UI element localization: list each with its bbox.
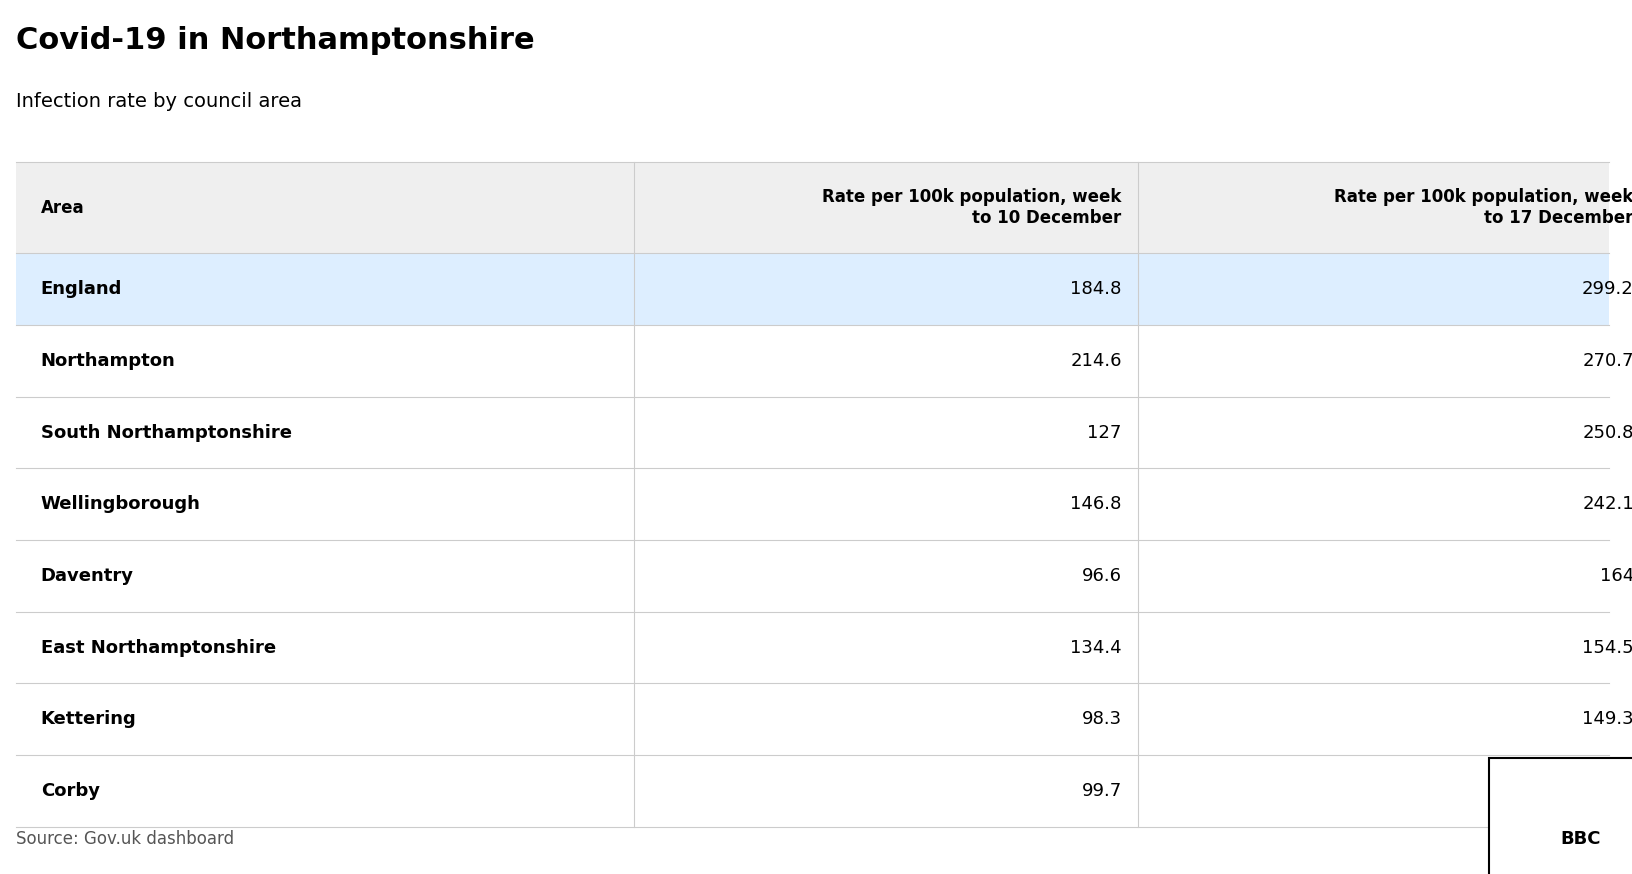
Text: 145.4: 145.4 (1581, 782, 1632, 800)
FancyBboxPatch shape (16, 253, 1609, 325)
Text: Wellingborough: Wellingborough (41, 496, 201, 513)
Text: East Northamptonshire: East Northamptonshire (41, 639, 276, 656)
Text: BBC: BBC (1560, 829, 1601, 848)
Text: Infection rate by council area: Infection rate by council area (16, 92, 302, 111)
Text: 134.4: 134.4 (1071, 639, 1121, 656)
Text: Source: Gov.uk dashboard: Source: Gov.uk dashboard (16, 829, 235, 848)
Text: 270.7: 270.7 (1583, 352, 1632, 370)
Text: 184.8: 184.8 (1071, 281, 1121, 298)
Text: Rate per 100k population, week
to 17 December: Rate per 100k population, week to 17 Dec… (1335, 188, 1632, 227)
Text: 149.3: 149.3 (1581, 711, 1632, 728)
FancyBboxPatch shape (16, 162, 1609, 253)
Text: South Northamptonshire: South Northamptonshire (41, 424, 292, 441)
Text: Northampton: Northampton (41, 352, 175, 370)
Text: 250.8: 250.8 (1583, 424, 1632, 441)
Text: 164: 164 (1599, 567, 1632, 585)
Text: 146.8: 146.8 (1071, 496, 1121, 513)
Text: England: England (41, 281, 122, 298)
Text: Covid-19 in Northamptonshire: Covid-19 in Northamptonshire (16, 26, 535, 55)
Text: 299.2: 299.2 (1581, 281, 1632, 298)
Text: 99.7: 99.7 (1082, 782, 1121, 800)
Text: 98.3: 98.3 (1082, 711, 1121, 728)
Text: 127: 127 (1087, 424, 1121, 441)
Text: 242.1: 242.1 (1581, 496, 1632, 513)
Text: 214.6: 214.6 (1071, 352, 1121, 370)
Text: 154.5: 154.5 (1581, 639, 1632, 656)
Text: Daventry: Daventry (41, 567, 134, 585)
Text: Kettering: Kettering (41, 711, 137, 728)
Text: 96.6: 96.6 (1082, 567, 1121, 585)
Text: Corby: Corby (41, 782, 100, 800)
Text: Rate per 100k population, week
to 10 December: Rate per 100k population, week to 10 Dec… (823, 188, 1121, 227)
Text: Area: Area (41, 198, 85, 217)
